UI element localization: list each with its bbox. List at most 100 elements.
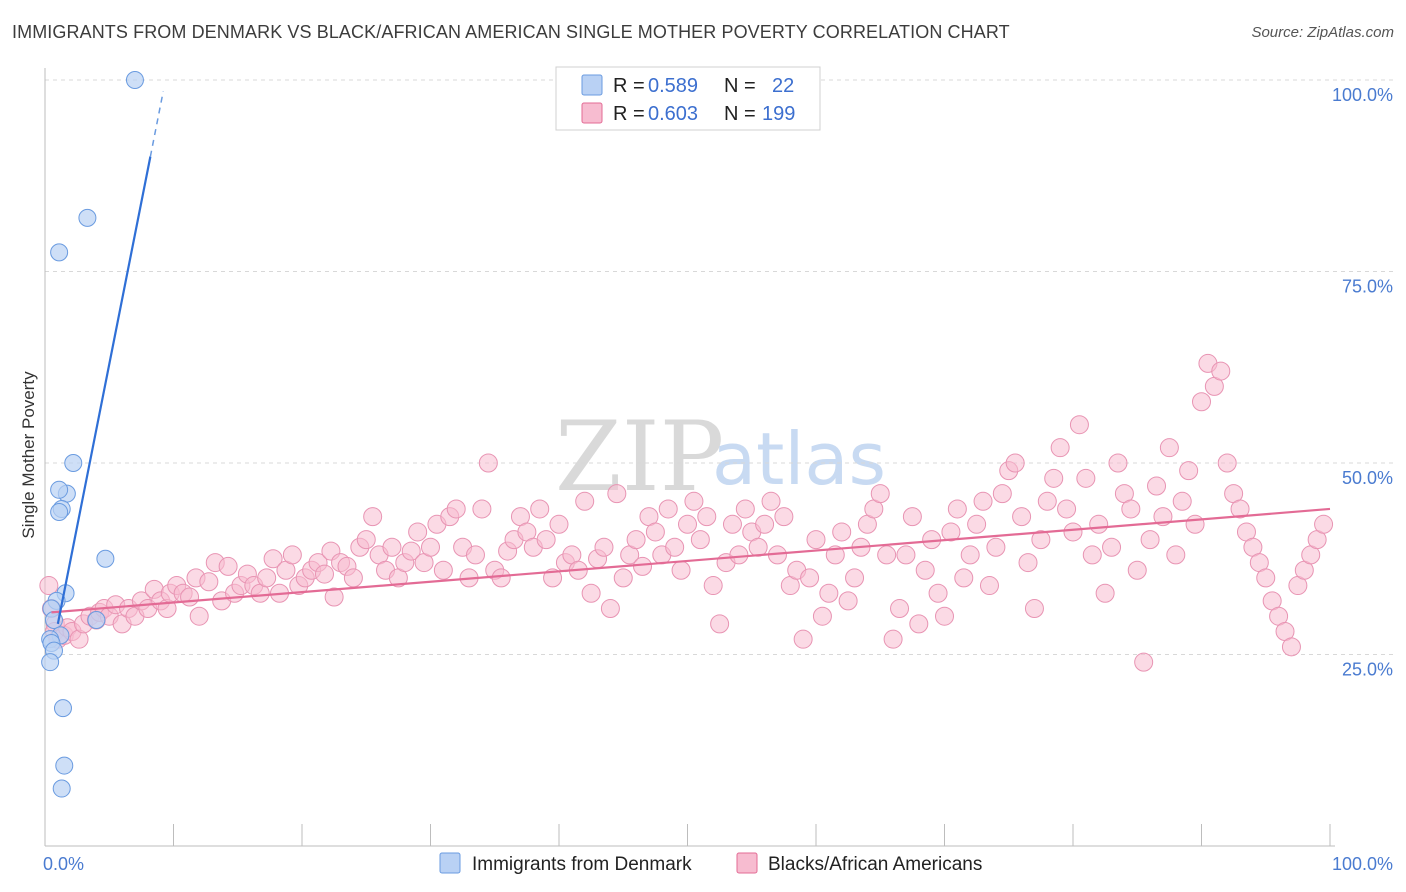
blacks-point [902, 507, 922, 527]
trend-lines [51, 91, 1331, 625]
blacks-point [1050, 438, 1070, 458]
blacks-point [607, 484, 627, 504]
blacks-point [1069, 415, 1089, 435]
blacks-point [690, 530, 710, 550]
legend-r-label-2: R = [613, 103, 645, 125]
blacks-point [314, 564, 334, 584]
blacks-point [478, 453, 498, 473]
blacks-point [710, 614, 730, 634]
blacks-point [1076, 468, 1096, 488]
blacks-point [1057, 499, 1077, 519]
blacks-point [1230, 499, 1250, 519]
legend-n-label-2: N = [724, 103, 756, 125]
blacks-point [218, 556, 238, 576]
blacks-point [1179, 461, 1199, 481]
blacks-point [832, 522, 852, 542]
blacks-point [343, 568, 363, 588]
blacks-point [363, 507, 383, 527]
denmark-point [41, 653, 60, 672]
denmark-point [87, 611, 106, 630]
blacks-point [645, 522, 665, 542]
blacks-point [1012, 507, 1032, 527]
blacks-point [543, 568, 563, 588]
blacks-point [806, 530, 826, 550]
blacks-point [1089, 514, 1109, 534]
blacks-point [748, 537, 768, 557]
blacks-point [1172, 491, 1192, 511]
blacks-point [433, 560, 453, 580]
blacks-point [915, 560, 935, 580]
blacks-trend-line [51, 507, 1331, 614]
blacks-point [180, 587, 200, 607]
blacks-point [793, 629, 813, 649]
denmark-trend-extension [149, 91, 164, 157]
blacks-point [1095, 583, 1115, 603]
legend-n-label-1: N = [724, 75, 756, 97]
blacks-point [883, 629, 903, 649]
chart-title: IMMIGRANTS FROM DENMARK VS BLACK/AFRICAN… [12, 22, 1010, 42]
blacks-point [678, 514, 697, 534]
blacks-point [613, 568, 633, 588]
tick-labels: 100.0% 75.0% 50.0% 25.0% 0.0% 100.0% [43, 85, 1393, 874]
bottom-legend-swatch-pink [736, 852, 758, 874]
denmark-point [50, 243, 69, 262]
bottom-legend-blacks: Blacks/African Americans [768, 854, 982, 875]
blacks-point [1281, 637, 1301, 657]
y-tick-label: 100.0% [1332, 85, 1393, 105]
blacks-point [356, 530, 376, 550]
denmark-point [50, 480, 69, 499]
blacks-point [282, 545, 302, 565]
blacks-point [973, 491, 993, 511]
source-credit: Source: ZipAtlas.com [1251, 24, 1394, 41]
denmark-point [125, 71, 144, 89]
blacks-point [1108, 453, 1128, 473]
blacks-point [1147, 476, 1167, 496]
blacks-point [1134, 652, 1154, 672]
blacks-point [421, 537, 440, 557]
denmark-point [55, 756, 74, 775]
blacks-point [1031, 530, 1051, 550]
y-tick-label: 25.0% [1342, 660, 1393, 680]
blacks-point [575, 491, 595, 511]
blacks-point [761, 491, 781, 511]
blacks-point [39, 576, 59, 596]
blacks-point [491, 568, 511, 588]
blacks-point [1063, 522, 1083, 542]
blacks-point [947, 499, 967, 519]
blacks-point [735, 499, 755, 519]
legend-r-value-2: 0.603 [648, 103, 698, 125]
blacks-point [890, 599, 910, 619]
blacks-point [549, 514, 569, 534]
blacks-point [729, 545, 749, 565]
blacks-point [626, 530, 646, 550]
axes [44, 68, 1335, 847]
bottom-legend-denmark: Immigrants from Denmark [472, 854, 692, 875]
legend-n-value-2: 199 [762, 103, 795, 125]
blacks-point [1005, 453, 1025, 473]
blacks-point [1256, 568, 1276, 588]
blacks-point [581, 583, 601, 603]
denmark-point [96, 549, 115, 568]
blacks-point [1140, 530, 1160, 550]
blacks-point [896, 545, 916, 565]
blacks-point [703, 576, 723, 596]
blacks-point [189, 606, 209, 626]
blacks-point [665, 537, 685, 557]
blacks-point [408, 522, 428, 542]
blacks-point [800, 568, 820, 588]
blacks-point [1127, 560, 1147, 580]
blacks-point [199, 572, 219, 592]
legend-swatch-pink [581, 102, 603, 124]
blacks-point [257, 568, 277, 588]
legend-r-label-1: R = [613, 75, 645, 97]
legend-swatch-blue [581, 74, 603, 96]
blacks-point [960, 545, 980, 565]
blacks-point [1018, 553, 1038, 573]
blacks-point [877, 545, 897, 565]
blacks-point [928, 583, 948, 603]
blacks-point [845, 568, 865, 588]
blacks-point [658, 499, 678, 519]
blacks-point [1166, 545, 1186, 565]
y-axis-title: Single Mother Poverty [19, 371, 38, 539]
